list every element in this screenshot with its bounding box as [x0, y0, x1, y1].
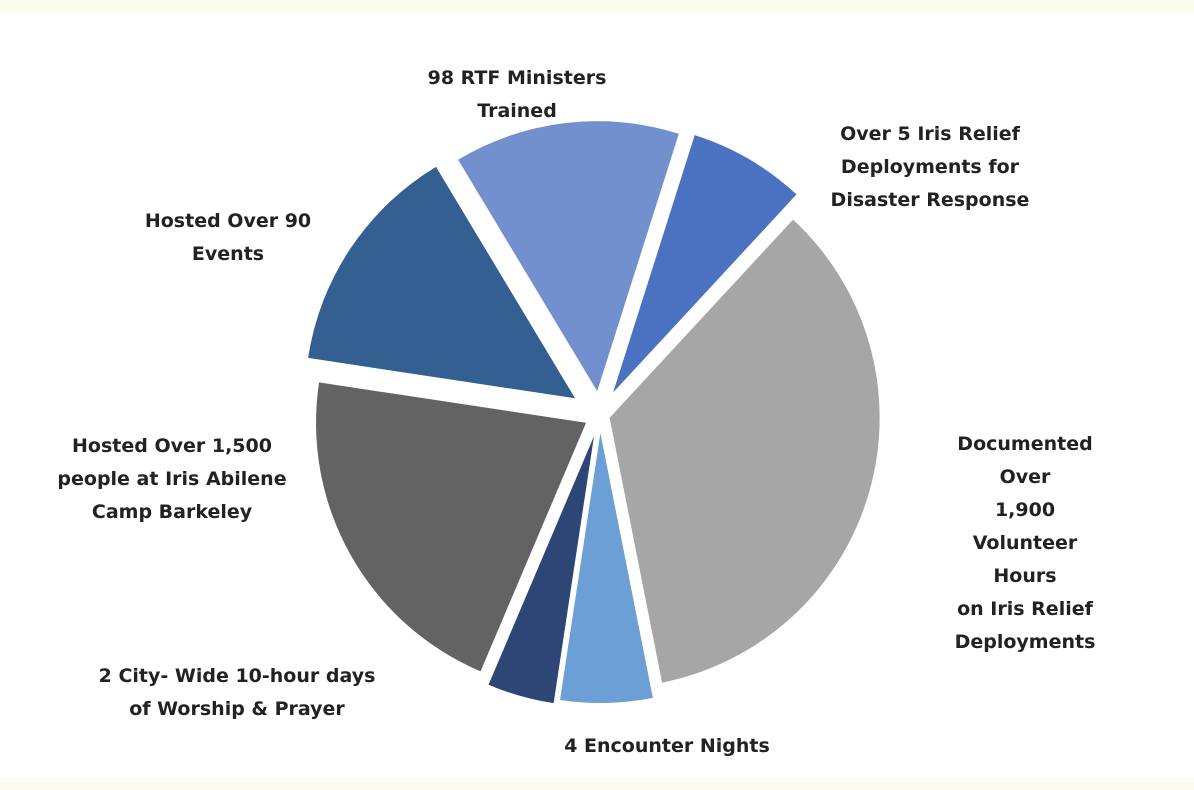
pie-slice: [560, 432, 653, 703]
pie-slice: [609, 219, 880, 683]
slice-label: Over 5 Iris Relief Deployments for Disas…: [830, 123, 1030, 211]
slice-label: 98 RTF Ministers Trained: [427, 67, 607, 122]
pie-slice: [613, 135, 797, 393]
pie-slice: [488, 436, 595, 704]
slice-label: Hosted Over 1,500 people at Iris Abilene…: [57, 435, 287, 523]
slice-label: 4 Encounter Nights: [564, 735, 770, 757]
slice-label: 2 City- Wide 10-hour days of Worship & P…: [98, 665, 376, 720]
pie-slice: [308, 166, 576, 399]
pie-slice: [316, 382, 587, 672]
slice-label: Hosted Over 90 Events: [144, 210, 312, 265]
chart: [308, 121, 880, 704]
chart-panel: 98 RTF Ministers Trained Over 5 Iris Reli…: [0, 12, 1194, 778]
slice-label: Documented Over 1,900 Volunteer Hours on…: [954, 433, 1096, 653]
pie-slice: [458, 121, 679, 392]
